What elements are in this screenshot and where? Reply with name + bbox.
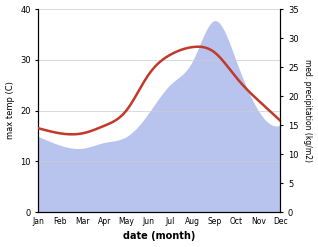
Y-axis label: med. precipitation (kg/m2): med. precipitation (kg/m2) (303, 59, 313, 162)
X-axis label: date (month): date (month) (123, 231, 196, 242)
Y-axis label: max temp (C): max temp (C) (5, 82, 15, 140)
